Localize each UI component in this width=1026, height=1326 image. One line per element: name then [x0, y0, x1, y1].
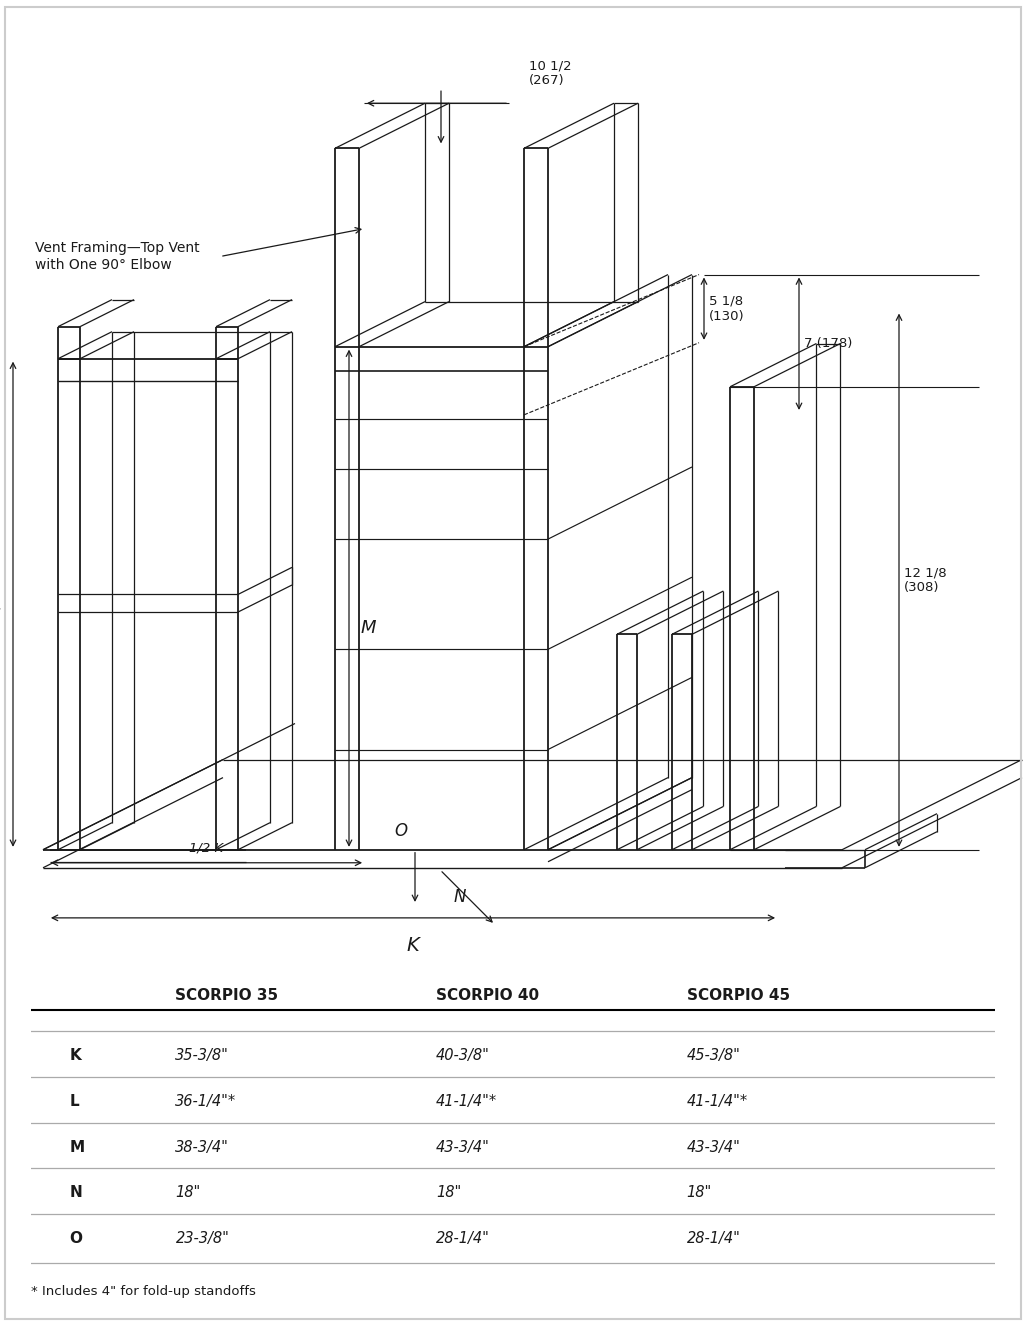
Text: 18": 18": [686, 1185, 712, 1200]
Text: M: M: [361, 619, 377, 638]
Text: O: O: [70, 1231, 82, 1246]
Text: N: N: [70, 1185, 82, 1200]
Text: 43-3/4": 43-3/4": [686, 1139, 741, 1155]
Text: 10 1/2
(267): 10 1/2 (267): [529, 60, 571, 88]
Text: 36-1/4"*: 36-1/4"*: [175, 1094, 237, 1109]
Text: FRAMING SPECIFICATIONS: FRAMING SPECIFICATIONS: [26, 29, 435, 57]
Text: 1/2 K: 1/2 K: [189, 842, 223, 855]
Text: SCORPIO 35: SCORPIO 35: [175, 988, 279, 1002]
Text: K: K: [406, 936, 420, 955]
Text: 43-3/4": 43-3/4": [436, 1139, 489, 1155]
Text: M: M: [70, 1139, 84, 1155]
Text: 41-1/4"*: 41-1/4"*: [686, 1094, 748, 1109]
Text: K: K: [70, 1049, 81, 1063]
Text: O: O: [394, 822, 407, 839]
Text: 12 1/8
(308): 12 1/8 (308): [904, 566, 947, 594]
Text: 18": 18": [436, 1185, 461, 1200]
Text: SCORPIO 40: SCORPIO 40: [436, 988, 539, 1002]
Text: 28-1/4": 28-1/4": [686, 1231, 741, 1246]
Text: L: L: [70, 1094, 79, 1109]
Text: * Includes 4" for fold-up standoffs: * Includes 4" for fold-up standoffs: [31, 1285, 255, 1298]
Text: 41-1/4"*: 41-1/4"*: [436, 1094, 497, 1109]
Text: 38-3/4": 38-3/4": [175, 1139, 230, 1155]
Text: 5 1/8
(130): 5 1/8 (130): [709, 294, 745, 322]
Text: 18": 18": [175, 1185, 201, 1200]
Text: 7 (178): 7 (178): [804, 337, 853, 350]
Text: Vent Framing—Top Vent
with One 90° Elbow: Vent Framing—Top Vent with One 90° Elbow: [35, 241, 200, 272]
Text: 35-3/8": 35-3/8": [175, 1049, 230, 1063]
Text: 40-3/8": 40-3/8": [436, 1049, 489, 1063]
Text: N: N: [453, 888, 466, 906]
Text: 45-3/8": 45-3/8": [686, 1049, 741, 1063]
Text: 28-1/4": 28-1/4": [436, 1231, 489, 1246]
Text: 23-3/8": 23-3/8": [175, 1231, 230, 1246]
Text: SCORPIO 45: SCORPIO 45: [686, 988, 790, 1002]
